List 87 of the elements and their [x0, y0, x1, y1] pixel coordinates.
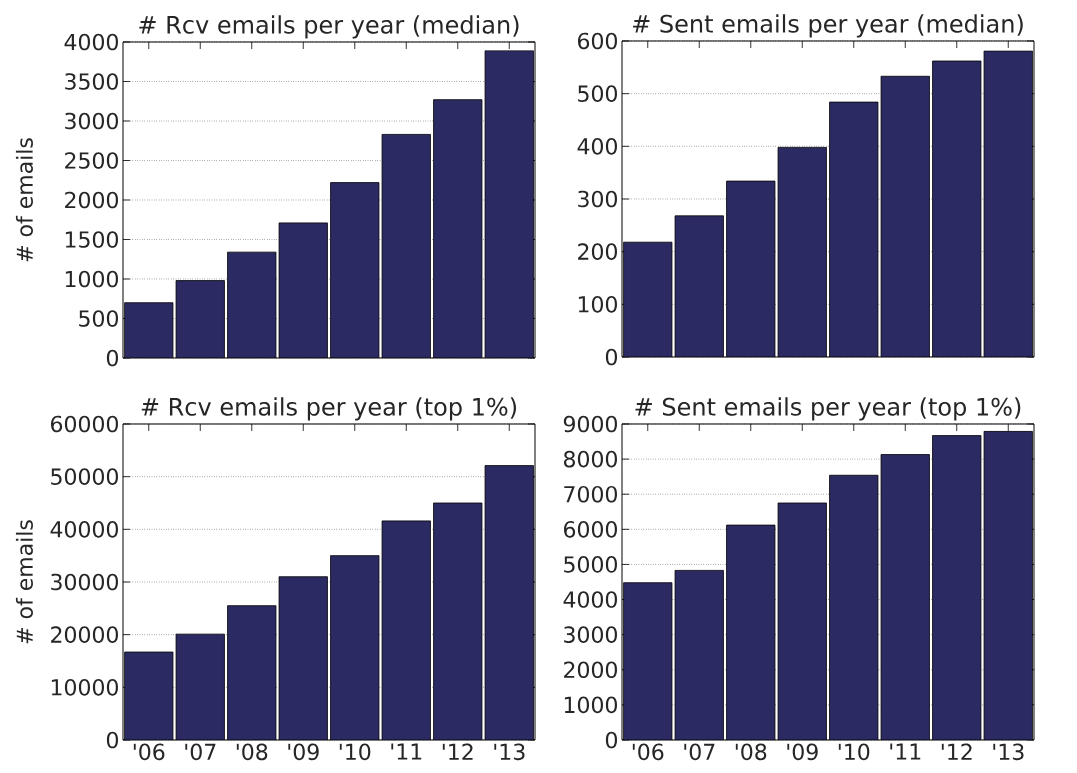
bar [484, 50, 534, 358]
y-tick-label: 2000 [65, 191, 118, 209]
bar [433, 99, 483, 358]
bar [433, 502, 482, 740]
bar [279, 576, 328, 740]
bar [381, 134, 431, 358]
bar [881, 454, 930, 740]
bar [675, 570, 724, 740]
y-tick-label: 7000 [564, 485, 617, 503]
bar [829, 101, 879, 357]
x-tick-label: '12 [442, 743, 473, 760]
bar [778, 502, 827, 740]
y-tick-label: 30000 [51, 573, 118, 591]
bar [227, 251, 277, 358]
x-tick-label: '08 [236, 743, 268, 761]
x-tick-label: '09 [787, 743, 818, 761]
y-axis-title: # of emails [15, 520, 33, 644]
y-tick-label: 3000 [564, 626, 617, 643]
bar [382, 520, 431, 740]
chart-title: # Sent emails per year (top 1%) [635, 397, 1021, 421]
x-tick-label: '10 [339, 743, 371, 761]
bar [932, 435, 981, 740]
y-tick-label: 1000 [564, 696, 617, 714]
bar [175, 280, 225, 358]
bar [124, 302, 174, 358]
y-tick-label: 50000 [51, 468, 118, 485]
x-tick-label: '09 [288, 743, 319, 761]
y-tick-label: 500 [79, 310, 118, 327]
y-tick-label: 6000 [564, 521, 617, 538]
x-tick-label: '06 [133, 743, 165, 761]
bar [623, 241, 673, 357]
bar [484, 465, 534, 740]
y-tick-label: 9000 [563, 415, 617, 433]
bar [983, 430, 1033, 740]
y-tick-label: 3500 [65, 73, 118, 90]
y-tick-label: 10000 [51, 679, 118, 696]
bar [726, 525, 775, 740]
y-tick-label: 500 [578, 85, 617, 102]
y-tick-label: 0 [605, 348, 618, 366]
chart-title: # Rcv emails per year (top 1%) [141, 397, 517, 421]
bar [674, 215, 724, 357]
y-axis-title: # of emails [15, 138, 33, 262]
y-tick-label: 400 [577, 138, 617, 155]
y-tick-label: 5000 [564, 556, 617, 573]
y-tick-label: 300 [578, 190, 617, 208]
y-tick-label: 60000 [51, 415, 118, 433]
bar [330, 182, 380, 358]
y-tick-label: 2000 [564, 661, 617, 679]
y-tick-label: 4000 [64, 33, 118, 51]
bar [124, 652, 173, 740]
y-tick-label: 200 [578, 243, 617, 260]
y-tick-label: 100 [578, 296, 617, 313]
bar [176, 634, 225, 740]
x-tick-label: '12 [941, 743, 972, 760]
bar [880, 75, 930, 357]
bar [983, 50, 1033, 357]
y-tick-label: 4000 [563, 591, 617, 608]
x-tick-label: '07 [185, 743, 216, 761]
y-tick-label: 600 [578, 32, 617, 50]
x-tick-label: '06 [632, 743, 664, 761]
y-tick-label: 2500 [65, 152, 118, 169]
y-tick-label: 0 [106, 349, 119, 367]
bar [829, 475, 878, 740]
chart-title: # Sent emails per year (median) [633, 14, 1023, 38]
x-tick-label: '13 [494, 743, 525, 761]
y-tick-label: 0 [106, 731, 119, 749]
bar [777, 146, 827, 357]
x-tick-label: '13 [993, 743, 1024, 761]
bar [227, 605, 276, 740]
x-tick-label: '07 [684, 743, 715, 761]
y-tick-label: 40000 [50, 521, 118, 538]
chart-title: # Rcv emails per year (median) [139, 15, 519, 39]
y-tick-label: 1500 [65, 231, 118, 248]
bar [932, 60, 982, 357]
y-tick-label: 8000 [563, 450, 617, 468]
y-tick-label: 20000 [51, 626, 118, 643]
y-tick-label: 3000 [65, 112, 118, 130]
bar [330, 555, 379, 740]
bar [726, 180, 776, 357]
y-tick-label: 0 [605, 731, 617, 749]
y-tick-label: 1000 [65, 270, 118, 288]
x-tick-label: '11 [890, 743, 921, 760]
bar [278, 222, 328, 358]
bar [623, 582, 672, 740]
x-tick-label: '10 [838, 743, 870, 761]
x-tick-label: '08 [735, 743, 767, 761]
x-tick-label: '11 [391, 743, 422, 760]
